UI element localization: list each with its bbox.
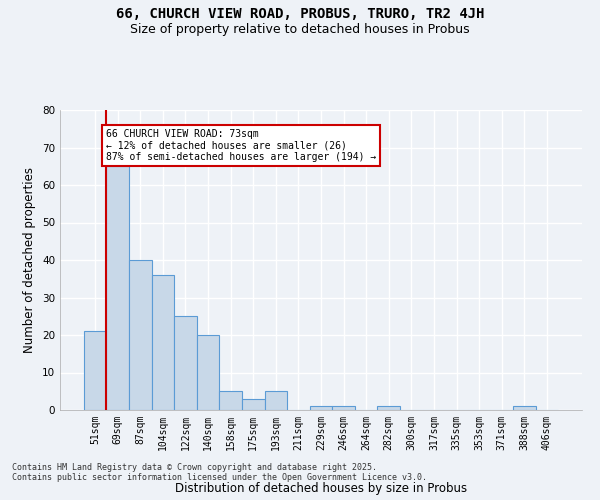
Text: 66 CHURCH VIEW ROAD: 73sqm
← 12% of detached houses are smaller (26)
87% of semi: 66 CHURCH VIEW ROAD: 73sqm ← 12% of deta… (106, 128, 377, 162)
Text: Size of property relative to detached houses in Probus: Size of property relative to detached ho… (130, 22, 470, 36)
Bar (310, 406, 332, 410)
Bar (152, 275, 174, 410)
Bar (197, 335, 220, 410)
Text: Distribution of detached houses by size in Probus: Distribution of detached houses by size … (175, 482, 467, 495)
Bar (265, 391, 287, 410)
Text: Contains HM Land Registry data © Crown copyright and database right 2025.: Contains HM Land Registry data © Crown c… (12, 464, 377, 472)
Bar (174, 316, 197, 410)
Bar (106, 166, 129, 410)
Text: 66, CHURCH VIEW ROAD, PROBUS, TRURO, TR2 4JH: 66, CHURCH VIEW ROAD, PROBUS, TRURO, TR2… (116, 8, 484, 22)
Bar (513, 406, 536, 410)
Text: Contains public sector information licensed under the Open Government Licence v3: Contains public sector information licen… (12, 474, 427, 482)
Bar (242, 399, 265, 410)
Bar (129, 260, 152, 410)
Bar (220, 391, 242, 410)
Bar (377, 406, 400, 410)
Bar (84, 331, 106, 410)
Y-axis label: Number of detached properties: Number of detached properties (23, 167, 37, 353)
Bar (332, 406, 355, 410)
